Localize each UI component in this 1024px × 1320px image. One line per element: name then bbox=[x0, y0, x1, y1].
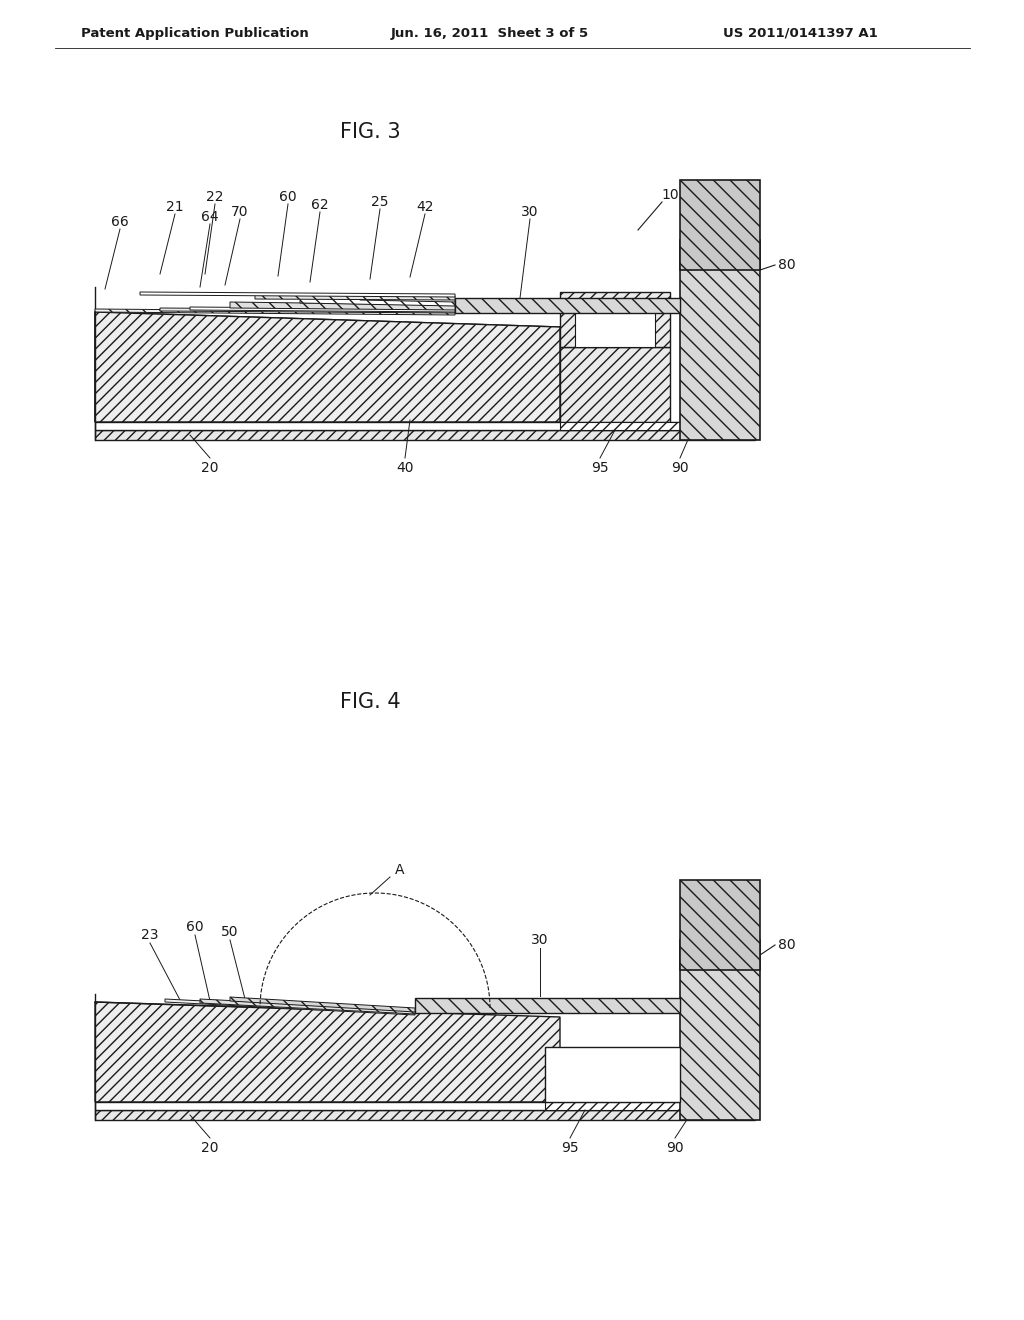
Polygon shape bbox=[95, 312, 560, 422]
Text: 80: 80 bbox=[778, 939, 796, 952]
Text: 66: 66 bbox=[112, 215, 129, 228]
Text: 20: 20 bbox=[202, 1140, 219, 1155]
Polygon shape bbox=[230, 302, 455, 310]
Text: 60: 60 bbox=[280, 190, 297, 205]
Text: 22: 22 bbox=[206, 190, 224, 205]
Polygon shape bbox=[95, 430, 755, 440]
Text: 50: 50 bbox=[221, 925, 239, 939]
Polygon shape bbox=[300, 298, 455, 306]
Text: Patent Application Publication: Patent Application Publication bbox=[81, 26, 309, 40]
Polygon shape bbox=[680, 940, 760, 1119]
Polygon shape bbox=[575, 312, 655, 347]
Text: Jun. 16, 2011  Sheet 3 of 5: Jun. 16, 2011 Sheet 3 of 5 bbox=[391, 26, 589, 40]
Text: 62: 62 bbox=[311, 198, 329, 213]
Text: 21: 21 bbox=[166, 201, 184, 214]
Polygon shape bbox=[680, 180, 760, 271]
Text: 42: 42 bbox=[416, 201, 434, 214]
Polygon shape bbox=[95, 1110, 755, 1119]
Polygon shape bbox=[415, 998, 680, 1012]
Polygon shape bbox=[560, 292, 670, 347]
Polygon shape bbox=[560, 347, 670, 422]
Text: 60: 60 bbox=[186, 920, 204, 935]
Polygon shape bbox=[190, 308, 455, 312]
Polygon shape bbox=[680, 240, 760, 440]
Polygon shape bbox=[560, 422, 750, 430]
Polygon shape bbox=[160, 308, 455, 313]
Text: 90: 90 bbox=[671, 461, 689, 475]
Text: 40: 40 bbox=[396, 461, 414, 475]
Text: A: A bbox=[395, 863, 404, 876]
Text: 10: 10 bbox=[662, 187, 679, 202]
Polygon shape bbox=[455, 298, 680, 313]
Polygon shape bbox=[140, 292, 455, 297]
Text: 80: 80 bbox=[778, 257, 796, 272]
Text: 30: 30 bbox=[521, 205, 539, 219]
Polygon shape bbox=[95, 422, 755, 430]
Text: US 2011/0141397 A1: US 2011/0141397 A1 bbox=[723, 26, 878, 40]
Text: FIG. 3: FIG. 3 bbox=[340, 121, 400, 143]
Polygon shape bbox=[95, 1002, 560, 1102]
Text: 95: 95 bbox=[561, 1140, 579, 1155]
Polygon shape bbox=[165, 999, 415, 1015]
Text: 95: 95 bbox=[591, 461, 609, 475]
Polygon shape bbox=[95, 312, 560, 422]
Text: 64: 64 bbox=[201, 210, 219, 224]
Polygon shape bbox=[360, 296, 455, 302]
Text: 23: 23 bbox=[141, 928, 159, 942]
Polygon shape bbox=[200, 999, 415, 1014]
Polygon shape bbox=[255, 294, 455, 300]
Text: 30: 30 bbox=[531, 933, 549, 946]
Polygon shape bbox=[95, 1102, 755, 1110]
Polygon shape bbox=[680, 880, 760, 970]
Text: 20: 20 bbox=[202, 461, 219, 475]
Text: 25: 25 bbox=[372, 195, 389, 209]
Text: 90: 90 bbox=[667, 1140, 684, 1155]
Text: 70: 70 bbox=[231, 205, 249, 219]
Text: FIG. 4: FIG. 4 bbox=[340, 692, 400, 711]
Polygon shape bbox=[95, 309, 455, 315]
Polygon shape bbox=[545, 1102, 745, 1110]
Polygon shape bbox=[545, 1047, 680, 1102]
Polygon shape bbox=[230, 997, 415, 1012]
